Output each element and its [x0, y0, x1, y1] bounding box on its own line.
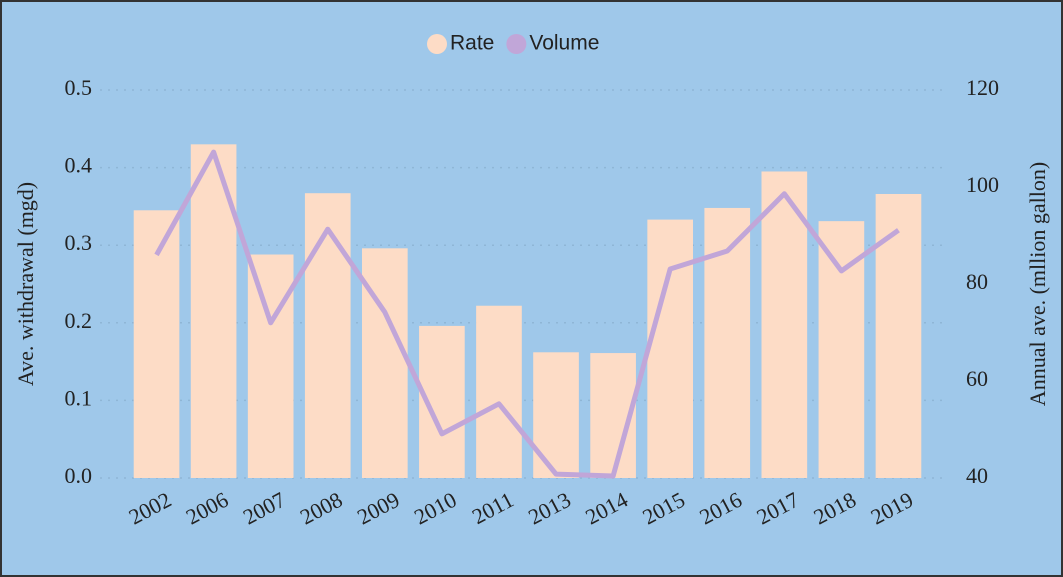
- legend-label: Volume: [529, 32, 599, 55]
- bar: [247, 254, 294, 478]
- y2-tick-label: 100: [966, 172, 999, 197]
- legend-marker: [506, 34, 527, 54]
- y-tick-label: 0.1: [65, 385, 93, 410]
- bar: [476, 305, 522, 478]
- y2-tick-label: 80: [966, 269, 988, 294]
- y-tick-label: 0.4: [65, 153, 93, 178]
- line: [154, 149, 900, 479]
- bar: [533, 352, 579, 478]
- legend-marker: [427, 34, 447, 54]
- y-tick-label: 0.0: [65, 463, 93, 488]
- bar: [761, 171, 808, 479]
- y2-axis-label: Annual ave. (mllion gallon): [1025, 162, 1050, 406]
- y-axis-label: Ave. withdrawal (mgd): [13, 182, 38, 386]
- bar: [304, 193, 351, 478]
- y-tick-label: 0.3: [65, 230, 93, 255]
- legend-label: Rate: [450, 32, 494, 55]
- bar: [361, 248, 408, 478]
- bar: [133, 210, 180, 478]
- bar: [818, 221, 865, 479]
- y2-tick-label: 60: [966, 366, 988, 391]
- bar: [647, 219, 694, 479]
- y2-tick-label: 40: [966, 463, 988, 488]
- y-tick-label: 0.5: [65, 75, 93, 100]
- y2-tick-label: 120: [966, 75, 999, 100]
- bar: [875, 193, 922, 478]
- y-tick-label: 0.2: [65, 308, 93, 333]
